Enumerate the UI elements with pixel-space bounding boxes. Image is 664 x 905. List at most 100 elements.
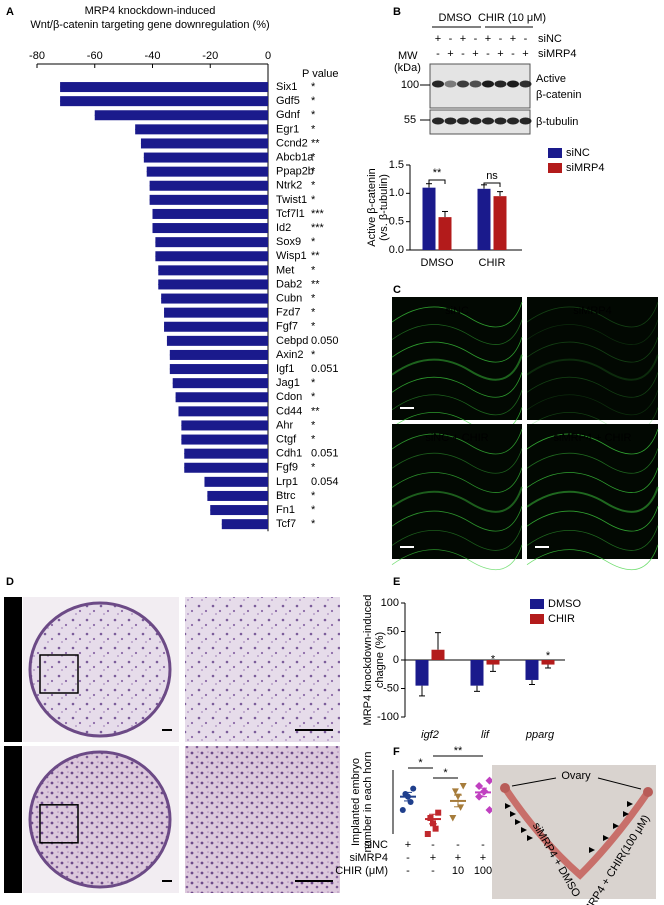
- fluorescence: [391, 354, 523, 381]
- bar: [493, 196, 507, 250]
- fluorescence: [391, 467, 523, 493]
- bar: [175, 392, 268, 403]
- band: [457, 117, 469, 125]
- y-tick-label: Cubn: [276, 292, 302, 304]
- x-tick-label: -60: [87, 50, 103, 62]
- arrowhead: [589, 847, 595, 853]
- point: [475, 782, 484, 790]
- point: [435, 809, 442, 816]
- y-tick-label: Id2: [276, 222, 291, 234]
- bar: [152, 223, 268, 234]
- p-value: *: [311, 307, 316, 319]
- p-value: *: [311, 236, 316, 248]
- x-tick-label: 0: [265, 50, 271, 62]
- arrowhead: [613, 823, 619, 829]
- p-value: *: [311, 194, 316, 206]
- annotation-header: P value: [302, 68, 339, 80]
- micrograph-label: siMRP4: [573, 305, 612, 317]
- bar: [158, 279, 268, 290]
- legend-swatch: [530, 614, 544, 624]
- p-value: **: [311, 405, 320, 417]
- p-value: *: [311, 264, 316, 276]
- bar: [155, 237, 268, 248]
- x-tick-label: -40: [145, 50, 161, 62]
- fluorescence: [391, 428, 523, 455]
- p-value: *: [311, 518, 316, 530]
- significance-label: *: [443, 767, 448, 779]
- arrowhead: [527, 835, 533, 841]
- treatment-label: CHIR (10 μM): [478, 12, 546, 24]
- condition-value: +: [405, 839, 411, 851]
- fluorescence: [526, 428, 659, 455]
- significance-label: *: [418, 757, 423, 769]
- y-tick-label: Ntrk2: [276, 180, 302, 192]
- condition-value: 100: [474, 865, 492, 877]
- p-value: *: [311, 349, 316, 361]
- legend-swatch: [530, 599, 544, 609]
- sign: -: [461, 48, 465, 60]
- p-value: *: [311, 504, 316, 516]
- panel-label: A: [6, 6, 14, 18]
- y-tick-label: Wisp1: [276, 250, 307, 262]
- bar: [486, 660, 500, 665]
- bar: [60, 82, 268, 93]
- y-tick-label: 0: [393, 654, 399, 666]
- band: [519, 80, 532, 88]
- fluorescence: [526, 467, 659, 493]
- point: [432, 825, 439, 832]
- p-value: **: [311, 250, 320, 262]
- band: [469, 117, 482, 125]
- bar: [140, 138, 268, 149]
- y-tick-label: Cdon: [276, 391, 302, 403]
- x-tick-label: igf2: [421, 729, 439, 741]
- legend-label: DMSO: [548, 598, 581, 610]
- condition-value: -: [431, 839, 435, 851]
- band: [482, 80, 494, 88]
- p-value: *: [311, 151, 316, 163]
- micrograph: [527, 297, 658, 420]
- bar: [541, 660, 555, 665]
- y-tick-label: Cd44: [276, 405, 302, 417]
- fluorescence: [391, 319, 523, 345]
- micrograph-label: siMRP4 + CHIR: [554, 432, 632, 444]
- row-label: siMRP4: [538, 48, 577, 60]
- significance-label: **: [433, 167, 442, 179]
- point: [459, 783, 467, 790]
- fluorescence: [391, 372, 523, 398]
- point: [451, 788, 459, 795]
- inset-box: [39, 654, 79, 694]
- condition-value: -: [406, 852, 410, 864]
- y-tick-label: Tcf7l1: [276, 208, 305, 220]
- significance-label: ns: [486, 170, 498, 182]
- condition-value: -: [456, 839, 460, 851]
- bar: [181, 434, 268, 445]
- photo: [492, 765, 656, 899]
- bar: [164, 307, 268, 318]
- y-tick-label: -100: [377, 711, 399, 723]
- y-tick-label: Gdf5: [276, 95, 300, 107]
- histology-zoom: [185, 746, 340, 893]
- fluorescence: [526, 448, 659, 474]
- legend-swatch: [548, 148, 562, 158]
- band: [507, 117, 519, 125]
- y-tick-label: Btrc: [276, 490, 296, 502]
- fluorescence: [391, 448, 523, 474]
- bar: [204, 476, 268, 487]
- p-value: 0.051: [311, 363, 339, 375]
- bar: [431, 649, 445, 660]
- y-axis-label: number in each horn: [362, 752, 374, 853]
- x-tick-label: DMSO: [421, 257, 454, 269]
- y-tick-label: Cdh1: [276, 448, 302, 460]
- p-value: *: [311, 109, 316, 121]
- y-axis-label: Implanted embryo: [350, 758, 362, 846]
- arrowhead: [627, 801, 633, 807]
- p-value: *: [311, 292, 316, 304]
- p-value: *: [311, 391, 316, 403]
- condition-value: -: [481, 839, 485, 851]
- legend-label: siNC: [566, 147, 590, 159]
- p-value: **: [311, 137, 320, 149]
- y-tick-label: Axin2: [276, 349, 304, 361]
- y-tick-label: Six1: [276, 81, 297, 93]
- micrograph: [527, 424, 658, 559]
- y-tick-label: Dab2: [276, 278, 302, 290]
